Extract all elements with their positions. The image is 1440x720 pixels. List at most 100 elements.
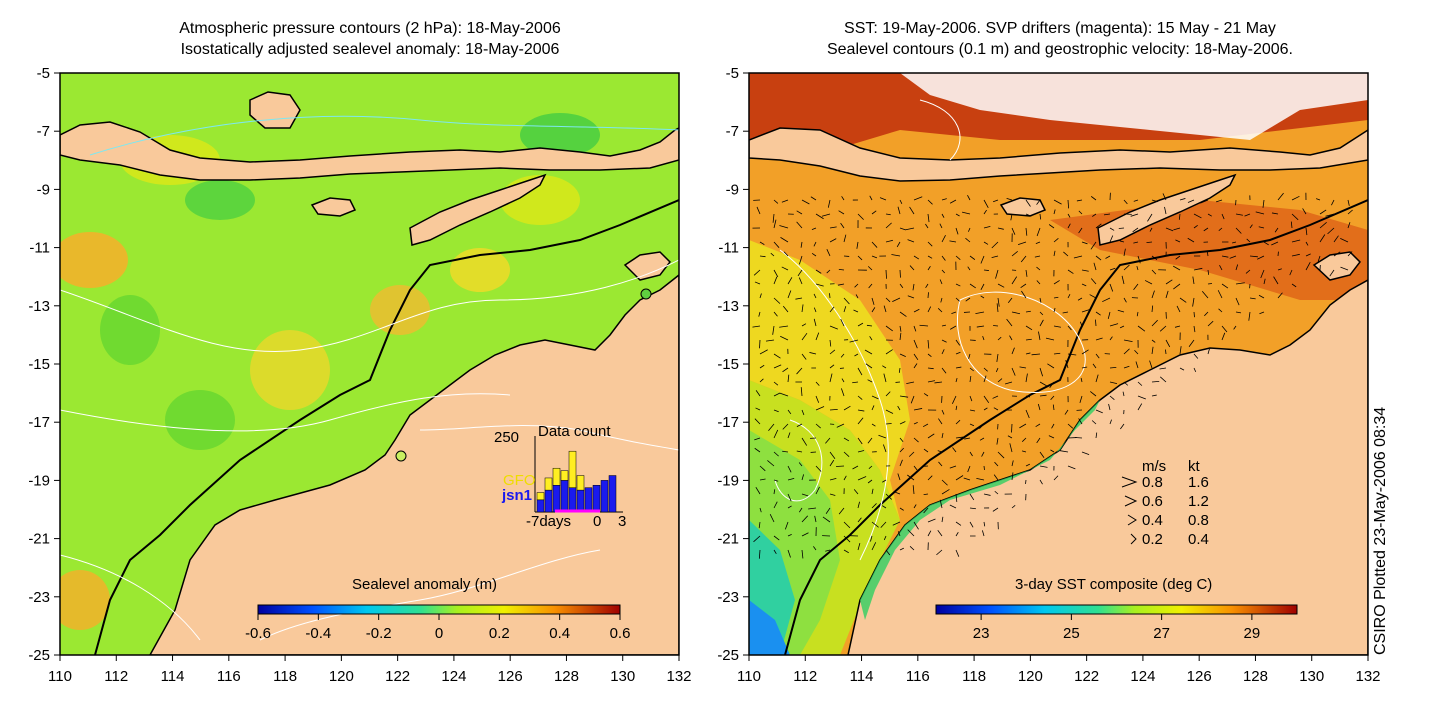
velocity-vector bbox=[1017, 241, 1027, 245]
velocity-legend-ms: 0.2 bbox=[1142, 531, 1163, 548]
velocity-vector bbox=[963, 477, 971, 481]
velocity-vector bbox=[1136, 265, 1139, 271]
velocity-vector bbox=[1235, 311, 1242, 314]
sst-cloud-region bbox=[900, 73, 1368, 140]
velocity-vector bbox=[796, 210, 803, 215]
inset-xlabel-right: 3 bbox=[618, 513, 626, 530]
velocity-vector bbox=[1095, 311, 1101, 316]
velocity-vector bbox=[1123, 297, 1127, 303]
velocity-vector bbox=[1179, 297, 1187, 303]
velocity-vector bbox=[1136, 311, 1139, 317]
velocity-vector bbox=[795, 297, 803, 300]
velocity-vector bbox=[825, 437, 831, 444]
y-tick-label: -17 bbox=[28, 414, 50, 431]
velocity-vector bbox=[1049, 381, 1055, 388]
velocity-vector bbox=[796, 450, 803, 453]
right-colorbar-gradient bbox=[935, 604, 1298, 615]
colorbar-tick-label: 29 bbox=[1244, 625, 1261, 642]
velocity-vector bbox=[1011, 472, 1014, 481]
velocity-vector bbox=[1053, 352, 1061, 355]
velocity-vector bbox=[996, 303, 999, 313]
velocity-vector bbox=[1025, 269, 1028, 277]
velocity-vector bbox=[815, 423, 821, 429]
x-tick-label: 126 bbox=[498, 668, 523, 685]
velocity-vector bbox=[1048, 224, 1055, 229]
velocity-vector bbox=[969, 255, 976, 260]
velocity-vector bbox=[993, 325, 999, 327]
velocity-vector bbox=[1095, 255, 1102, 261]
velocity-vector bbox=[1010, 213, 1013, 221]
velocity-vector bbox=[1081, 349, 1089, 355]
velocity-vector bbox=[1192, 297, 1195, 307]
velocity-vector bbox=[878, 434, 887, 439]
velocity-vector bbox=[969, 423, 975, 427]
velocity-vector bbox=[837, 283, 845, 286]
velocity-vector bbox=[827, 199, 831, 208]
velocity-vector bbox=[871, 542, 877, 551]
velocity-vector bbox=[897, 473, 901, 481]
x-tick-label: 114 bbox=[850, 668, 874, 685]
velocity-vector bbox=[815, 395, 820, 403]
velocity-vector bbox=[906, 381, 915, 384]
velocity-vector bbox=[801, 409, 805, 416]
velocity-vector bbox=[1025, 352, 1031, 355]
velocity-vector bbox=[1146, 241, 1153, 243]
velocity-vector bbox=[843, 234, 847, 243]
velocity-vector bbox=[852, 465, 859, 470]
velocity-vector bbox=[780, 335, 789, 341]
velocity-vector bbox=[1036, 227, 1041, 237]
velocity-vector bbox=[829, 238, 837, 243]
velocity-vector bbox=[899, 283, 904, 289]
velocity-vector bbox=[1067, 465, 1076, 470]
velocity-vector bbox=[779, 325, 789, 328]
velocity-vector bbox=[1039, 213, 1042, 220]
velocity-vector bbox=[913, 504, 917, 509]
velocity-vector bbox=[941, 213, 945, 218]
velocity-vector bbox=[1347, 222, 1351, 229]
velocity-vector bbox=[1200, 199, 1209, 204]
velocity-vector bbox=[949, 504, 957, 509]
velocity-vector bbox=[1134, 349, 1139, 355]
velocity-vector bbox=[1039, 465, 1048, 468]
inset-jsn1-bar bbox=[552, 484, 561, 513]
velocity-vector bbox=[773, 276, 778, 285]
velocity-vector bbox=[1064, 409, 1069, 415]
sla-blob bbox=[100, 295, 160, 365]
velocity-vector bbox=[1259, 311, 1265, 315]
velocity-vector bbox=[955, 521, 962, 526]
velocity-vector bbox=[976, 478, 985, 481]
velocity-vector bbox=[1244, 213, 1251, 217]
velocity-vector bbox=[1067, 223, 1071, 229]
colorbar-tick-label: 23 bbox=[973, 625, 990, 642]
velocity-vector bbox=[880, 521, 887, 528]
velocity-vector bbox=[1039, 381, 1048, 387]
velocity-vector bbox=[773, 353, 781, 359]
velocity-vector bbox=[1031, 353, 1041, 356]
velocity-vector bbox=[969, 521, 974, 528]
velocity-vector bbox=[773, 451, 779, 457]
y-tick-label: -7 bbox=[37, 123, 50, 140]
velocity-vector bbox=[923, 507, 929, 514]
velocity-vector bbox=[801, 474, 805, 481]
velocity-vector bbox=[1123, 199, 1128, 205]
velocity-vector bbox=[1340, 266, 1349, 271]
velocity-vector bbox=[773, 429, 779, 439]
y-tick-label: -19 bbox=[28, 472, 50, 489]
velocity-vector bbox=[1149, 360, 1153, 369]
velocity-vector bbox=[899, 227, 906, 231]
velocity-vector bbox=[1258, 294, 1265, 299]
right-east-island bbox=[1312, 251, 1361, 281]
velocity-vector bbox=[1123, 348, 1130, 355]
velocity-vector bbox=[798, 277, 803, 285]
velocity-vector bbox=[1025, 463, 1031, 467]
velocity-vector bbox=[829, 226, 837, 229]
velocity-vector bbox=[899, 395, 909, 398]
velocity-vector bbox=[1090, 391, 1097, 397]
velocity-vector bbox=[864, 349, 873, 355]
left-australia-land bbox=[149, 274, 679, 655]
velocity-vector bbox=[941, 198, 947, 201]
velocity-vector bbox=[899, 325, 902, 332]
velocity-vector bbox=[1235, 227, 1242, 234]
velocity-vector bbox=[1233, 325, 1237, 330]
velocity-vector bbox=[754, 281, 761, 285]
